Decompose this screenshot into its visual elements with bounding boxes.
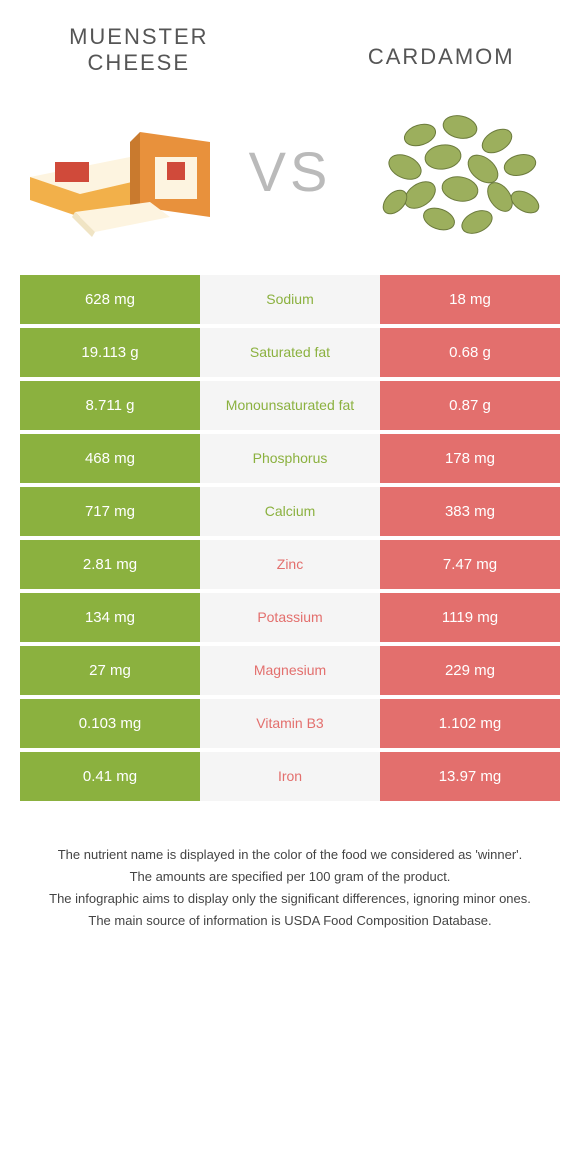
value-left: 27 mg (20, 646, 200, 695)
value-right: 0.87 g (380, 381, 560, 430)
footer-line: The infographic aims to display only the… (48, 889, 532, 909)
table-row: 0.41 mgIron13.97 mg (20, 752, 560, 801)
footer-text: The nutrient name is displayed in the co… (20, 845, 560, 932)
nutrient-label: Potassium (200, 593, 380, 642)
nutrient-label: Monounsaturated fat (200, 381, 380, 430)
value-right: 0.68 g (380, 328, 560, 377)
value-left: 134 mg (20, 593, 200, 642)
table-row: 8.711 gMonounsaturated fat0.87 g (20, 381, 560, 430)
title-right: CARDAMOM (322, 24, 560, 70)
value-right: 178 mg (380, 434, 560, 483)
cardamom-image (360, 97, 560, 247)
value-right: 18 mg (380, 275, 560, 324)
table-row: 0.103 mgVitamin B31.102 mg (20, 699, 560, 748)
value-left: 717 mg (20, 487, 200, 536)
value-left: 19.113 g (20, 328, 200, 377)
nutrient-label: Phosphorus (200, 434, 380, 483)
title-left: MUENSTER CHEESE (20, 24, 258, 77)
table-row: 27 mgMagnesium229 mg (20, 646, 560, 695)
value-left: 0.41 mg (20, 752, 200, 801)
table-row: 2.81 mgZinc7.47 mg (20, 540, 560, 589)
footer-line: The main source of information is USDA F… (48, 911, 532, 931)
value-right: 7.47 mg (380, 540, 560, 589)
comparison-table: 628 mgSodium18 mg19.113 gSaturated fat0.… (20, 275, 560, 801)
table-row: 19.113 gSaturated fat0.68 g (20, 328, 560, 377)
value-left: 468 mg (20, 434, 200, 483)
footer-line: The nutrient name is displayed in the co… (48, 845, 532, 865)
nutrient-label: Vitamin B3 (200, 699, 380, 748)
value-right: 383 mg (380, 487, 560, 536)
value-left: 2.81 mg (20, 540, 200, 589)
vs-text: VS (249, 139, 332, 204)
value-right: 13.97 mg (380, 752, 560, 801)
nutrient-label: Magnesium (200, 646, 380, 695)
nutrient-label: Calcium (200, 487, 380, 536)
footer-line: The amounts are specified per 100 gram o… (48, 867, 532, 887)
nutrient-label: Saturated fat (200, 328, 380, 377)
nutrient-label: Iron (200, 752, 380, 801)
value-right: 1119 mg (380, 593, 560, 642)
value-left: 0.103 mg (20, 699, 200, 748)
table-row: 134 mgPotassium1119 mg (20, 593, 560, 642)
value-right: 1.102 mg (380, 699, 560, 748)
value-left: 8.711 g (20, 381, 200, 430)
titles-row: MUENSTER CHEESE CARDAMOM (20, 24, 560, 77)
table-row: 468 mgPhosphorus178 mg (20, 434, 560, 483)
table-row: 628 mgSodium18 mg (20, 275, 560, 324)
nutrient-label: Sodium (200, 275, 380, 324)
cheese-image (20, 97, 220, 247)
value-right: 229 mg (380, 646, 560, 695)
value-left: 628 mg (20, 275, 200, 324)
table-row: 717 mgCalcium383 mg (20, 487, 560, 536)
nutrient-label: Zinc (200, 540, 380, 589)
image-row: VS (20, 97, 560, 247)
